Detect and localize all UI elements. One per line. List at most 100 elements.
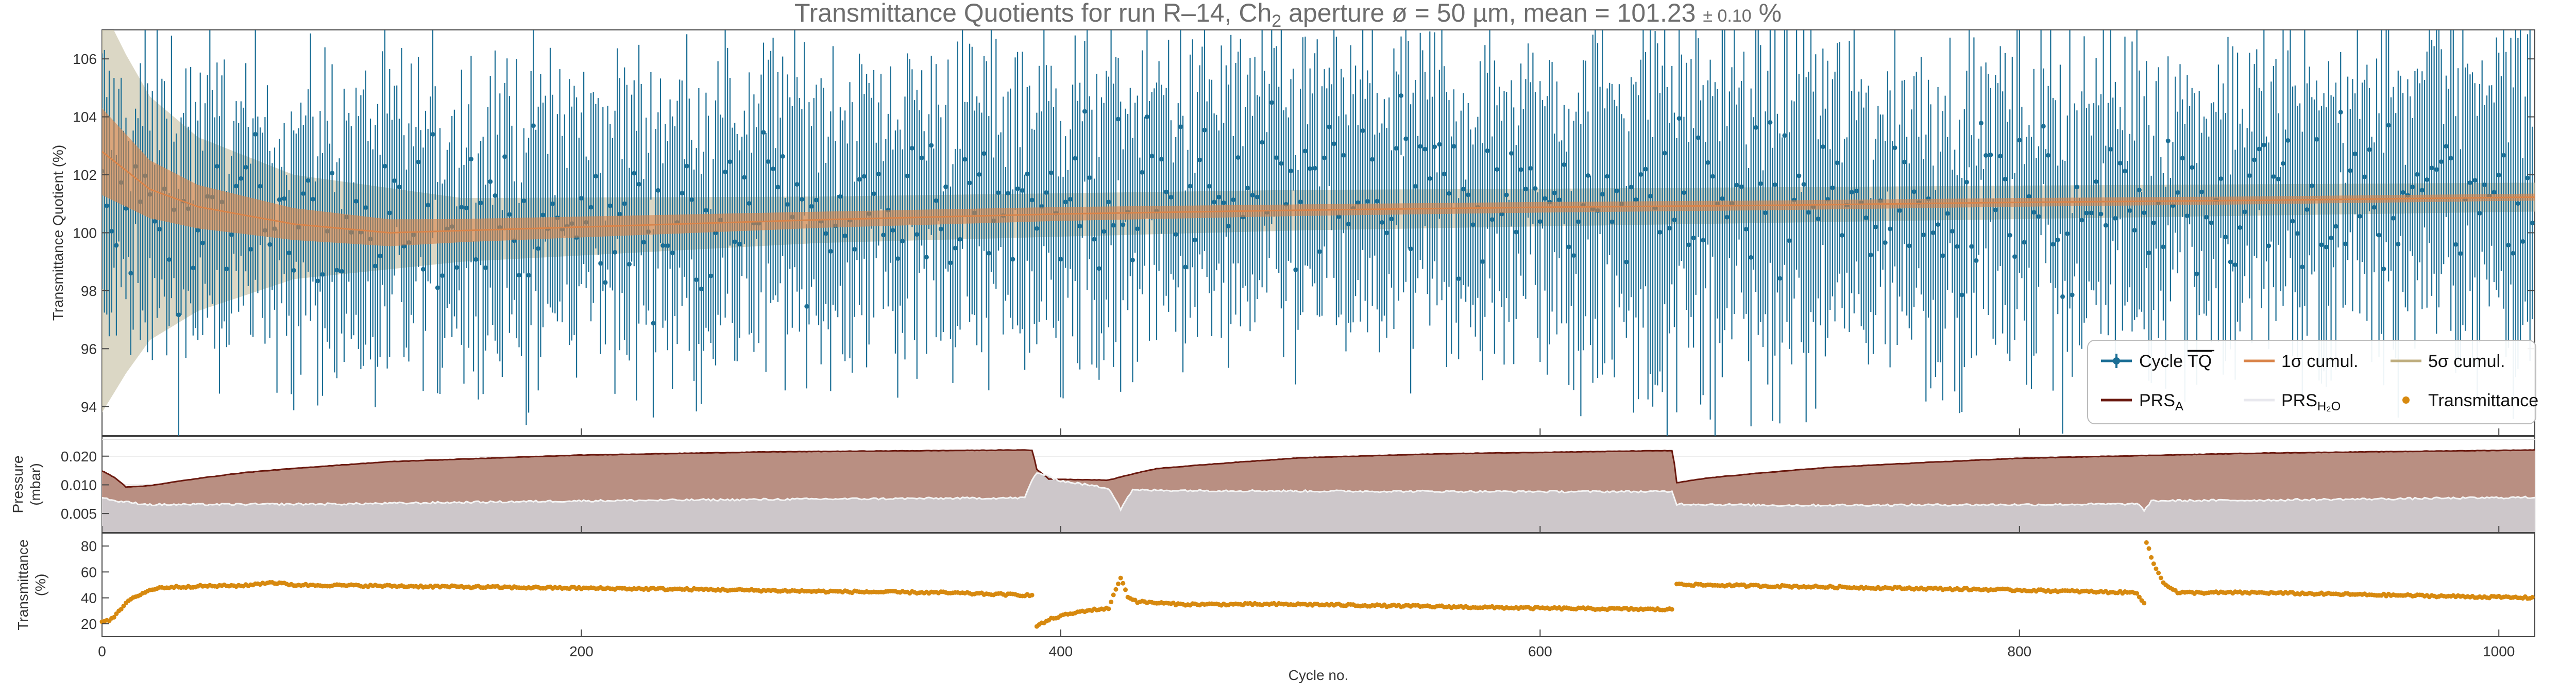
transmittance-point — [118, 607, 124, 612]
cycle-tq-point — [2003, 176, 2008, 181]
cycle-tq-point — [2377, 233, 2382, 238]
cycle-tq-point — [1111, 223, 1116, 228]
cycle-tq-point — [286, 251, 292, 255]
cycle-tq-point — [339, 269, 344, 274]
pressure-ytick-label: 0.005 — [61, 506, 97, 522]
cycle-tq-point — [1221, 200, 1226, 205]
cycle-tq-point — [766, 159, 771, 164]
cycle-tq-point — [1504, 192, 1509, 197]
cycle-tq-point — [2281, 161, 2285, 166]
legend-item-1sigma: 1σ cumul. — [2244, 352, 2358, 371]
cycle-tq-point — [2343, 241, 2348, 246]
cycle-tq-point — [1705, 160, 1710, 165]
cycle-tq-point — [934, 198, 939, 203]
cycle-tq-point — [1317, 249, 1322, 254]
cycle-tq-point — [2084, 210, 2089, 216]
cycle-tq-point — [1427, 176, 1432, 181]
cycle-tq-point — [1394, 146, 1399, 151]
cycle-tq-point — [1676, 116, 1682, 121]
cycle-tq-point — [291, 268, 296, 273]
cycle-tq-point — [536, 246, 541, 251]
cycle-tq-point — [607, 203, 613, 208]
cycle-tq-point — [2022, 240, 2027, 245]
cycle-tq-point — [2439, 159, 2444, 164]
transmittance-ylabel: Transmittance (%) — [15, 539, 48, 630]
cycle-tq-point — [598, 261, 603, 266]
cycle-tq-point — [1969, 244, 1974, 249]
cycle-tq-point — [775, 185, 781, 190]
cycle-tq-point — [2314, 137, 2319, 142]
cycle-tq-point — [641, 240, 646, 245]
cycle-tq-point — [229, 232, 234, 237]
cycle-tq-point — [651, 321, 656, 326]
cycle-tq-point — [310, 196, 315, 202]
cycle-tq-point — [2223, 235, 2228, 240]
cycle-tq-point — [157, 227, 162, 231]
cycle-tq-point — [1701, 238, 1706, 243]
cycle-tq-point — [214, 164, 219, 169]
cycle-tq-point — [416, 159, 421, 164]
cycle-tq-point — [1998, 154, 2003, 159]
tq-ytick-label: 98 — [81, 283, 97, 299]
legend-label-prs-a: PRSA — [2139, 391, 2183, 413]
cycle-tq-point — [636, 181, 641, 187]
cycle-tq-point — [191, 266, 196, 271]
cycle-tq-point — [727, 159, 733, 164]
cycle-tq-point — [2348, 168, 2353, 173]
cycle-tq-point — [861, 174, 867, 179]
cycle-tq-point — [435, 285, 440, 290]
cycle-tq-point — [1667, 226, 1672, 231]
cycle-tq-point — [2146, 250, 2151, 255]
cycle-tq-point — [799, 197, 804, 202]
cycle-tq-point — [2329, 236, 2334, 240]
cycle-tq-point — [2482, 182, 2487, 187]
cycle-tq-point — [1489, 217, 1495, 222]
cycle-tq-point — [1657, 229, 1663, 235]
tq-ytick-label: 96 — [81, 341, 97, 357]
cycle-tq-point — [315, 278, 320, 284]
cycle-tq-point — [1883, 240, 1888, 245]
cycle-tq-point — [905, 173, 910, 178]
transmittance-point — [2149, 555, 2154, 560]
cycle-tq-point — [2089, 210, 2094, 216]
pressure-ytick-label: 0.010 — [61, 477, 97, 493]
cycle-tq-point — [483, 265, 488, 270]
cycle-tq-point — [814, 197, 819, 203]
cycle-tq-point — [1888, 226, 1893, 231]
cycle-tq-point — [689, 197, 694, 202]
cycle-tq-point — [981, 151, 987, 156]
cycle-tq-point — [929, 143, 934, 148]
cycle-tq-point — [2036, 214, 2041, 219]
legend-label-prs-h2o: PRSH₂O — [2281, 391, 2341, 413]
cycle-tq-point — [493, 193, 498, 198]
cycle-tq-point — [2300, 264, 2305, 270]
cycle-tq-point — [2127, 208, 2132, 213]
cycle-tq-point — [1192, 237, 1197, 242]
cycle-tq-point — [919, 155, 924, 160]
cycle-tq-point — [1787, 238, 1792, 243]
transmittance-point — [2156, 570, 2161, 575]
cycle-tq-point — [1245, 186, 1250, 191]
legend-label-1sigma: 1σ cumul. — [2281, 352, 2358, 371]
cycle-tq-point — [1782, 133, 1787, 138]
cycle-tq-point — [613, 250, 618, 255]
cycle-tq-point — [1576, 219, 1581, 224]
transmittance-point — [1109, 600, 1114, 605]
cycle-tq-point — [253, 131, 258, 137]
prs-h2o-area — [102, 473, 2535, 532]
cycle-tq-point — [502, 154, 507, 159]
cycle-tq-point — [306, 178, 311, 183]
cycle-tq-point — [1212, 200, 1217, 205]
cycle-tq-point — [1384, 230, 1389, 236]
cycle-tq-point — [2425, 177, 2430, 182]
cycle-tq-point — [2065, 231, 2070, 236]
cycle-tq-point — [694, 277, 699, 283]
pressure-ytick-label: 0.020 — [61, 449, 97, 465]
cycle-tq-point — [1101, 229, 1107, 234]
cycle-tq-point — [2098, 211, 2104, 217]
cycle-tq-point — [1643, 167, 1648, 172]
cycle-tq-point — [1341, 153, 1346, 158]
cycle-tq-point — [1135, 226, 1140, 231]
cycle-tq-point — [1082, 109, 1087, 114]
cycle-tq-point — [540, 212, 546, 218]
